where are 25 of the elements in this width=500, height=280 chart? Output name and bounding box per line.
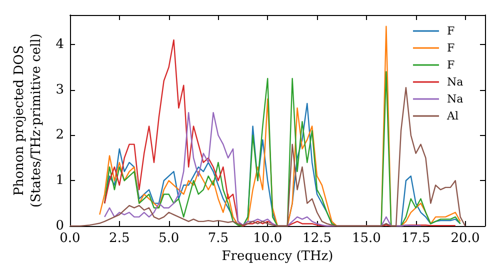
- line-series: [69, 87, 466, 227]
- x-tick-label: 5.0: [158, 231, 180, 246]
- x-tick-label: 2.5: [109, 231, 130, 246]
- x-tick-label: 0.0: [60, 231, 80, 246]
- y-tick-label: 0: [56, 218, 64, 234]
- x-tick-label: 7.5: [208, 231, 229, 246]
- legend-label: Al: [446, 110, 459, 122]
- legend-label: Na: [447, 76, 464, 88]
- legend-label: F: [447, 24, 455, 38]
- x-tick-label: 12.5: [302, 231, 332, 246]
- y-tick-label: 1: [56, 173, 64, 188]
- y-tick-label: 3: [56, 82, 64, 98]
- legend-label: F: [447, 42, 455, 54]
- legend-label: F: [447, 58, 455, 72]
- line-series: [104, 71, 461, 227]
- line-series: [104, 112, 422, 227]
- y-tick-label: 2: [56, 128, 64, 143]
- x-tick-label: 10.0: [253, 231, 282, 246]
- y-axis-title: Phonon projected DOS (States/THz·primitive cell): [12, 33, 44, 208]
- x-tick-label: 20.0: [450, 231, 480, 246]
- x-axis-title: Frequency (THz): [222, 249, 334, 264]
- x-tick-label: 17.5: [401, 231, 430, 246]
- legend-label: Na: [447, 92, 464, 106]
- x-tick-label: 15.0: [352, 231, 381, 246]
- y-tick-label: 4: [56, 36, 64, 52]
